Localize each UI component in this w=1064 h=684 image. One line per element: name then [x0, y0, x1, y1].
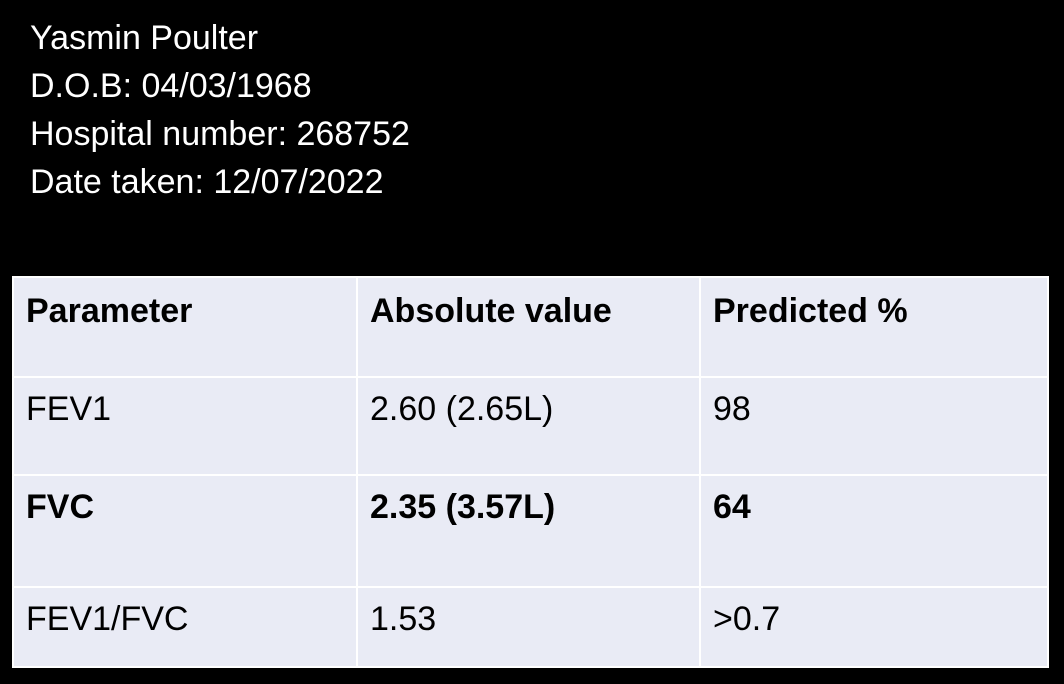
- cell-parameter: FVC: [12, 474, 358, 588]
- header-parameter: Parameter: [12, 276, 358, 378]
- cell-absolute-value: 1.53: [356, 586, 701, 668]
- patient-dob: D.O.B: 04/03/1968: [30, 67, 312, 105]
- cell-absolute-value: 2.35 (3.57L): [356, 474, 701, 588]
- cell-parameter: FEV1: [12, 376, 358, 476]
- header-absolute-value: Absolute value: [356, 276, 701, 378]
- cell-predicted-percent: 64: [699, 474, 1049, 588]
- table-row: FEV1 2.60 (2.65L) 98: [12, 376, 1049, 476]
- cell-parameter: FEV1/FVC: [12, 586, 358, 668]
- cell-predicted-percent: >0.7: [699, 586, 1049, 668]
- table-header-row: Parameter Absolute value Predicted %: [12, 276, 1049, 378]
- header-predicted-percent: Predicted %: [699, 276, 1049, 378]
- spirometry-table: Parameter Absolute value Predicted % FEV…: [12, 276, 1049, 668]
- cell-predicted-percent: 98: [699, 376, 1049, 476]
- table-row: FVC 2.35 (3.57L) 64: [12, 474, 1049, 588]
- patient-name: Yasmin Poulter: [30, 19, 259, 57]
- table-row: FEV1/FVC 1.53 >0.7: [12, 586, 1049, 668]
- date-taken: Date taken: 12/07/2022: [30, 163, 384, 201]
- cell-absolute-value: 2.60 (2.65L): [356, 376, 701, 476]
- patient-info: Yasmin Poulter D.O.B: 04/03/1968 Hospita…: [30, 14, 410, 206]
- hospital-number: Hospital number: 268752: [30, 115, 410, 153]
